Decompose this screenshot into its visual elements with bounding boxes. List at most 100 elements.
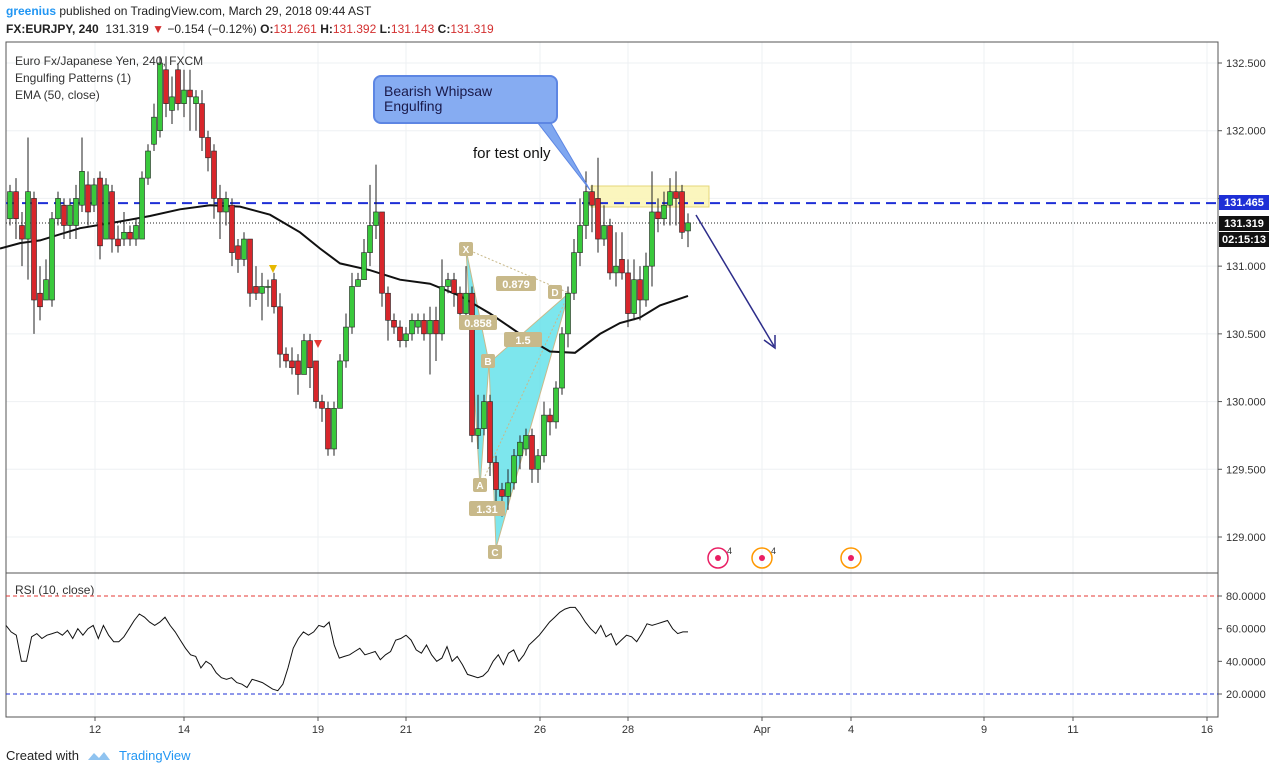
candle-body [61,204,67,226]
candle-body [367,225,373,253]
event-marker-icon[interactable] [751,547,773,569]
point-d-label: D [551,288,558,299]
candle-body [655,211,661,220]
time-tick-label: 19 [312,724,324,736]
event-marker-icon[interactable] [840,547,862,569]
rsi-pane[interactable]: RSI (10, close) 80.0000 60.0000 40.0000 20.… [5,583,1266,701]
candle-body [583,191,589,226]
price-tick-label: 132.500 [1226,58,1266,70]
close-label: C: [437,22,451,36]
footer: Created with TradingView [6,748,191,763]
time-tick-label: 26 [534,724,546,736]
ratio-bd: 1.5 [515,335,530,347]
candle-body [577,225,583,253]
candle-body [175,69,181,104]
candle-body [613,265,619,274]
time-axis[interactable]: 12 14 19 21 26 28 Apr 4 9 11 16 [6,716,1218,736]
candle-body [607,225,613,274]
footer-created-with: Created with [6,748,79,763]
candle-body [349,286,355,328]
point-x-label: X [463,245,470,256]
candle-body [109,191,115,240]
legend-title[interactable]: Euro Fx/Japanese Yen, 240, FXCM [15,54,203,68]
legend-study-engulfing[interactable]: Engulfing Patterns (1) [15,71,131,85]
ratio-ac-badge [469,501,505,516]
ratio-bd-badge [504,332,542,347]
callout[interactable]: Bearish Whipsaw Engulfing [373,75,591,191]
candle-body [637,279,643,301]
candle-body [589,191,595,206]
candle-body [115,238,121,247]
candle-body [457,292,463,314]
time-tick-label: 11 [1067,724,1078,736]
author-link[interactable]: greenius [6,4,57,18]
candle-body [163,69,169,104]
close-value: 131.319 [450,22,494,36]
candle-body [535,455,541,470]
candle-body [241,238,247,260]
candle-body [283,353,289,362]
candle-body [595,198,601,240]
candle-body [499,489,505,497]
point-c-badge [488,545,502,559]
candle-body [139,177,145,240]
high-label: H: [320,22,333,36]
time-tick-label: 21 [400,724,412,736]
candle-body [565,292,571,335]
candle-body [31,198,37,301]
down-triangle-icon: ▼ [152,22,165,36]
candle-body [289,360,295,369]
ratio-xb: 0.858 [464,318,492,330]
event-markers[interactable]: 4 4 [707,546,862,569]
candle-body [685,222,691,232]
candle-body [91,184,97,206]
dashed-level-label: 131.465 [1224,197,1264,209]
candle-body [559,333,565,389]
event-dot-icon [848,555,854,561]
footer-brand[interactable]: TradingView [118,748,191,763]
event-marker-icon[interactable] [707,547,729,569]
candle-body [205,137,211,159]
candle-body [451,279,457,294]
event-count: 4 [771,546,776,556]
ema-line [0,204,689,354]
dashed-level-badge [1219,195,1269,210]
candle-body [415,320,421,328]
candle-body [103,184,109,240]
rsi-title[interactable]: RSI (10, close) [15,583,94,597]
countdown-label: 02:15:13 [1222,234,1266,246]
candle-body [385,292,391,321]
candle-body [265,286,271,288]
xabcd-labels: X A B C D 0.879 0.858 1.5 1.31 [459,242,562,559]
candle-body [673,191,679,199]
candle-body [661,204,667,220]
candle-body [307,340,313,369]
candle-body [571,252,577,294]
candle-body [271,279,277,308]
ratio-xb-badge [459,315,497,330]
candle-body [373,211,379,226]
candle-body [217,198,223,213]
time-tick-label: 4 [848,724,854,736]
rsi-tick-label: 20.0000 [1226,689,1266,701]
candle-body [523,435,529,450]
candle-body [37,292,43,308]
candle-body [127,231,133,240]
price-tick-label: 130.500 [1226,329,1266,341]
legend-study-ema[interactable]: EMA (50, close) [15,88,100,102]
candle-body [55,198,61,220]
time-tick-label: 12 [89,724,101,736]
time-tick-label: 9 [981,724,987,736]
event-dot-icon [759,555,765,561]
high-value: 131.392 [332,22,377,36]
price-axis[interactable]: 132.500132.000131.500131.000130.500130.0… [1218,58,1266,544]
candle-body [67,204,73,226]
countdown-badge [1219,232,1269,247]
callout-line-2: Engulfing [384,98,442,114]
candle-body [181,89,187,104]
ratio-xd: 0.879 [502,279,530,291]
candle-body [403,333,409,341]
candle-body [325,408,331,450]
candle-body [313,360,319,402]
